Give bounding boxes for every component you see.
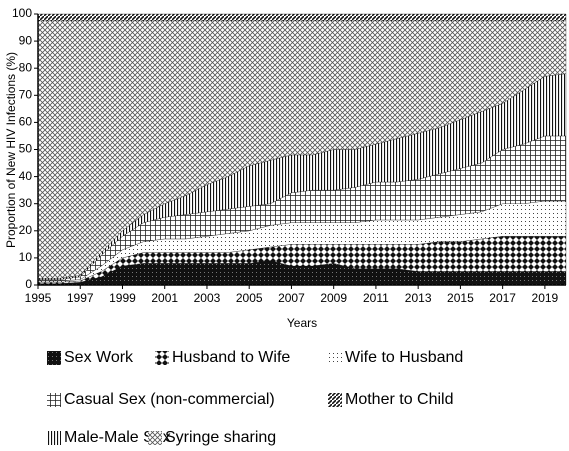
legend-label: Syringe sharing [165,429,276,446]
legend-swatch [47,393,61,407]
x-tick-label: 2011 [363,291,389,305]
y-tick-label: 50 [19,142,33,156]
y-tick-label: 60 [19,115,33,129]
legend-swatch [148,431,162,445]
x-tick-label: 2009 [320,291,347,305]
x-tick-label: 2005 [236,291,263,305]
legend-swatch [328,351,342,365]
x-axis-label: Years [287,316,317,330]
x-tick-label: 2007 [278,291,305,305]
y-tick-label: 0 [25,277,32,291]
legend-label: Casual Sex (non-commercial) [64,391,275,408]
legend-swatch [47,351,61,365]
legend-swatch [328,393,342,407]
y-tick-label: 30 [19,196,33,210]
legend-label: Male-Male Sex [64,429,171,446]
legend-swatch [47,431,61,445]
x-tick-label: 2003 [194,291,221,305]
x-tick-label: 2019 [532,291,559,305]
x-tick-label: 1997 [67,291,94,305]
legend-label: Husband to Wife [172,349,290,366]
y-axis-label: Proportion of New HIV Infections (%) [4,52,18,248]
x-tick-label: 1999 [109,291,136,305]
y-tick-label: 100 [12,6,32,20]
y-tick-label: 80 [19,60,33,74]
x-tick-label: 2013 [405,291,432,305]
y-tick-label: 20 [19,223,33,237]
area [37,13,567,21]
x-tick-label: 1995 [25,291,52,305]
y-tick-label: 70 [19,87,33,101]
plot-area [37,13,567,286]
y-tick-label: 90 [19,33,33,47]
y-tick-label: 10 [19,250,33,264]
y-tick-label: 40 [19,169,33,183]
x-tick-label: 2017 [489,291,516,305]
legend-label: Mother to Child [345,391,454,408]
legend-label: Wife to Husband [345,349,463,366]
legend-label: Sex Work [64,349,134,366]
legend-swatch [155,351,169,365]
x-tick-label: 2015 [447,291,474,305]
x-tick-label: 2001 [151,291,178,305]
